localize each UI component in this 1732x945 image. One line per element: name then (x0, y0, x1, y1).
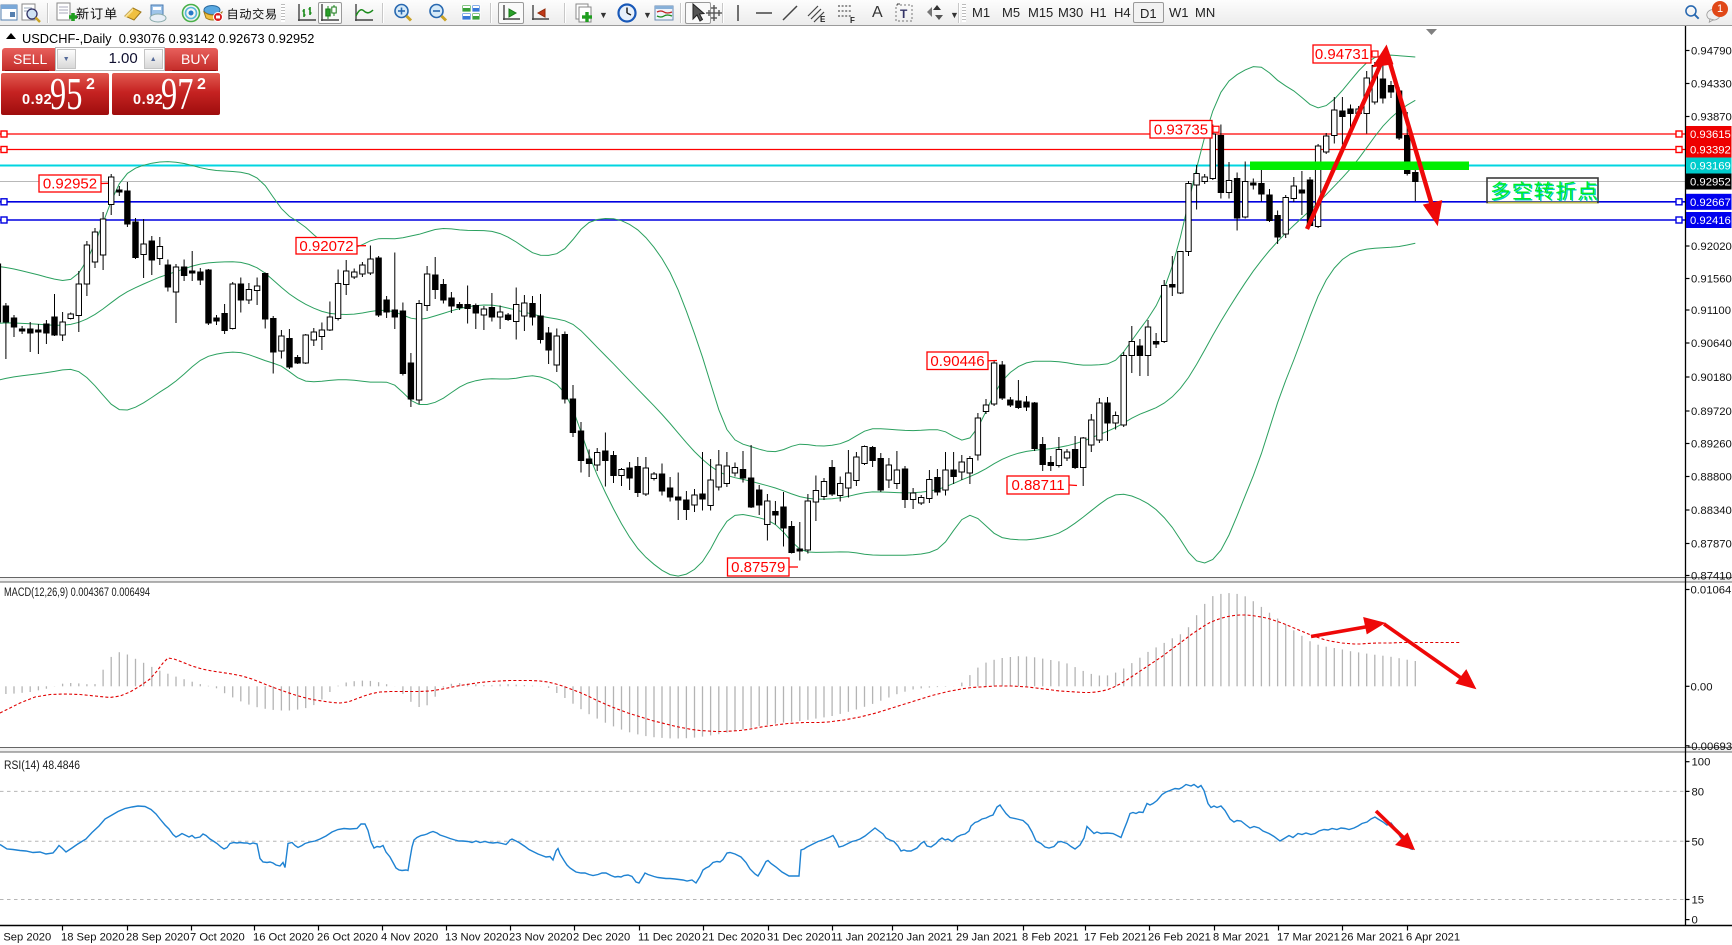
svg-text:F: F (850, 16, 855, 24)
svg-text:0.90640: 0.90640 (1691, 338, 1732, 350)
svg-text:80: 80 (1692, 786, 1705, 798)
svg-text:0.00: 0.00 (1691, 681, 1713, 693)
svg-text:17 Feb 2021: 17 Feb 2021 (1084, 932, 1147, 944)
svg-text:0.94790: 0.94790 (1691, 46, 1732, 58)
svg-text:T: T (900, 7, 908, 21)
svg-text:16 Oct 2020: 16 Oct 2020 (253, 932, 314, 944)
svg-text:15: 15 (1692, 895, 1705, 907)
svg-text:20 Jan 2021: 20 Jan 2021 (891, 932, 953, 944)
svg-text:MACD(12,26,9) 0.004367 0.00649: MACD(12,26,9) 0.004367 0.006494 (4, 587, 150, 599)
svg-text:0.01064: 0.01064 (1691, 585, 1732, 597)
svg-text:21 Dec 2020: 21 Dec 2020 (702, 932, 765, 944)
svg-text:23 Nov 2020: 23 Nov 2020 (509, 932, 572, 944)
svg-text:RSI(14) 48.4846: RSI(14) 48.4846 (4, 760, 80, 772)
svg-text:0.92952: 0.92952 (43, 176, 97, 193)
svg-text:0.87410: 0.87410 (1691, 571, 1732, 583)
svg-text:0.89260: 0.89260 (1691, 439, 1732, 451)
svg-text:0.93735: 0.93735 (1154, 121, 1208, 138)
svg-text:0.92952: 0.92952 (1690, 177, 1731, 189)
svg-text:E: E (820, 15, 826, 24)
svg-text:31 Dec 2020: 31 Dec 2020 (767, 932, 830, 944)
svg-text:0: 0 (1692, 915, 1698, 927)
svg-text:50: 50 (1692, 836, 1705, 848)
svg-text:11 Dec 2020: 11 Dec 2020 (638, 932, 701, 944)
svg-text:USDCHF-,Daily 0.93076 0.93142: USDCHF-,Daily 0.93076 0.93142 0.92673 0.… (22, 31, 314, 46)
svg-text:0.93169: 0.93169 (1690, 161, 1731, 173)
svg-text:0.88711: 0.88711 (1011, 477, 1064, 494)
svg-text:7 Oct 2020: 7 Oct 2020 (190, 932, 245, 944)
svg-text:0.87579: 0.87579 (731, 559, 785, 576)
svg-text:0.89720: 0.89720 (1691, 406, 1732, 418)
svg-text:0.90446: 0.90446 (930, 353, 984, 370)
svg-text:8 Feb 2021: 8 Feb 2021 (1022, 932, 1079, 944)
svg-text:0.94731: 0.94731 (1315, 46, 1369, 63)
svg-text:0.91560: 0.91560 (1691, 274, 1732, 286)
svg-text:4 Nov 2020: 4 Nov 2020 (381, 932, 438, 944)
svg-text:11 Jan 2021: 11 Jan 2021 (831, 932, 892, 944)
svg-text:6 Apr 2021: 6 Apr 2021 (1406, 932, 1460, 944)
svg-text:-0.006934: -0.006934 (1688, 741, 1732, 753)
svg-text:9 Sep 2020: 9 Sep 2020 (0, 932, 51, 944)
svg-text:2 Dec 2020: 2 Dec 2020 (573, 932, 630, 944)
svg-text:0.87870: 0.87870 (1691, 539, 1732, 551)
svg-text:17 Mar 2021: 17 Mar 2021 (1277, 932, 1340, 944)
svg-text:0.90180: 0.90180 (1691, 372, 1732, 384)
svg-text:28 Sep 2020: 28 Sep 2020 (126, 932, 189, 944)
svg-text:26 Oct 2020: 26 Oct 2020 (317, 932, 378, 944)
svg-text:0.93615: 0.93615 (1690, 129, 1731, 141)
svg-text:26 Feb 2021: 26 Feb 2021 (1148, 932, 1211, 944)
svg-text:0.88800: 0.88800 (1691, 472, 1732, 484)
svg-text:0.93870: 0.93870 (1691, 112, 1732, 124)
svg-text:18 Sep 2020: 18 Sep 2020 (61, 932, 124, 944)
svg-text:0.92072: 0.92072 (299, 238, 353, 255)
svg-text:8 Mar 2021: 8 Mar 2021 (1213, 932, 1270, 944)
svg-text:0.94330: 0.94330 (1691, 79, 1732, 91)
svg-text:29 Jan 2021: 29 Jan 2021 (956, 932, 1018, 944)
svg-text:0.92020: 0.92020 (1691, 241, 1732, 253)
svg-text:13 Nov 2020: 13 Nov 2020 (445, 932, 508, 944)
svg-text:26 Mar 2021: 26 Mar 2021 (1341, 932, 1404, 944)
svg-text:0.92667: 0.92667 (1690, 197, 1731, 209)
svg-text:0.88340: 0.88340 (1691, 505, 1732, 517)
svg-text:0.91100: 0.91100 (1691, 305, 1731, 317)
svg-text:100: 100 (1692, 757, 1711, 769)
svg-text:0.93392: 0.93392 (1690, 145, 1731, 157)
svg-text:0.92416: 0.92416 (1690, 215, 1731, 227)
